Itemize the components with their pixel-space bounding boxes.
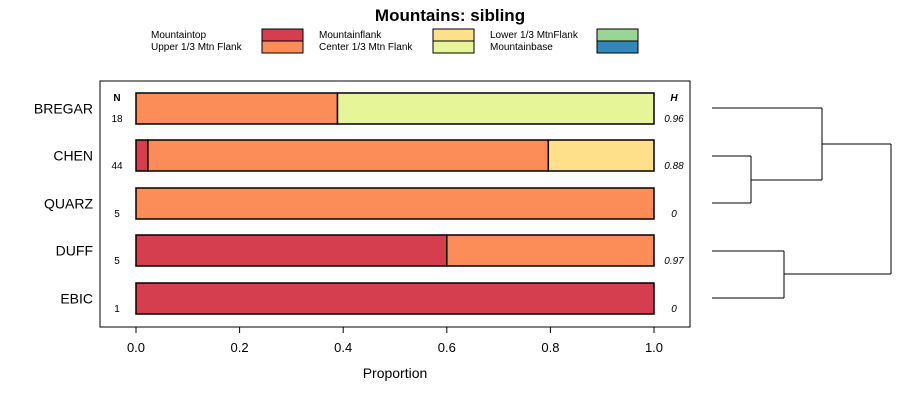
h-value: 0	[671, 209, 677, 220]
x-axis: 0.0 0.2 0.4 0.6 0.8 1.0	[127, 327, 663, 355]
n-value: 18	[111, 114, 123, 125]
category-label: BREGAR	[34, 101, 93, 117]
legend-label: Mountainbase	[490, 42, 553, 53]
x-tick-label: 0.4	[334, 340, 352, 355]
n-value: 5	[114, 256, 120, 267]
legend-swatch	[596, 28, 639, 42]
legend-label: Mountainflank	[319, 30, 382, 41]
h-value: 0.96	[664, 114, 684, 125]
bar-segment	[547, 139, 655, 172]
x-tick-label: 0.6	[438, 340, 456, 355]
category-label: CHEN	[53, 148, 93, 164]
legend-swatch	[432, 28, 475, 42]
h-header: H	[670, 93, 678, 104]
legend-swatch	[261, 28, 304, 42]
category-label: EBIC	[60, 291, 93, 307]
x-tick-label: 0.2	[231, 340, 249, 355]
h-value: 0	[671, 304, 677, 315]
bar-segment	[135, 92, 339, 125]
chart-title: Mountains: sibling	[375, 6, 525, 25]
bar-segment	[336, 92, 655, 125]
n-value: 5	[114, 209, 120, 220]
bar-segment	[135, 187, 655, 220]
legend-swatch	[261, 40, 304, 54]
x-axis-label: Proportion	[363, 365, 428, 381]
bar-segment	[446, 234, 655, 267]
x-tick-label: 0.8	[541, 340, 559, 355]
bars: BREGAR 18 0.96 CHEN 44 0.88 QUARZ 5 0 DUFF 5 0.97 EB…	[34, 92, 684, 315]
bar-segment	[135, 282, 655, 315]
legend-swatch	[432, 40, 475, 54]
dendrogram	[712, 107, 892, 299]
plot-frame	[99, 80, 691, 328]
h-value: 0.97	[664, 256, 684, 267]
n-header: N	[113, 93, 120, 104]
n-value: 1	[114, 304, 120, 315]
bar-segment	[135, 234, 448, 267]
bar-segment	[135, 139, 149, 172]
legend-swatch	[596, 40, 639, 54]
legend-label: Lower 1/3 MtnFlank	[490, 30, 579, 41]
x-tick-label: 0.0	[127, 340, 145, 355]
legend-label: Center 1/3 Mtn Flank	[319, 42, 413, 53]
category-label: QUARZ	[44, 196, 93, 212]
n-value: 44	[111, 161, 123, 172]
legend-label: Upper 1/3 Mtn Flank	[151, 42, 243, 53]
h-value: 0.88	[664, 161, 684, 172]
category-label: DUFF	[56, 243, 93, 259]
legend-label: Mountaintop	[151, 30, 206, 41]
bar-segment	[147, 139, 550, 172]
x-tick-label: 1.0	[645, 340, 663, 355]
